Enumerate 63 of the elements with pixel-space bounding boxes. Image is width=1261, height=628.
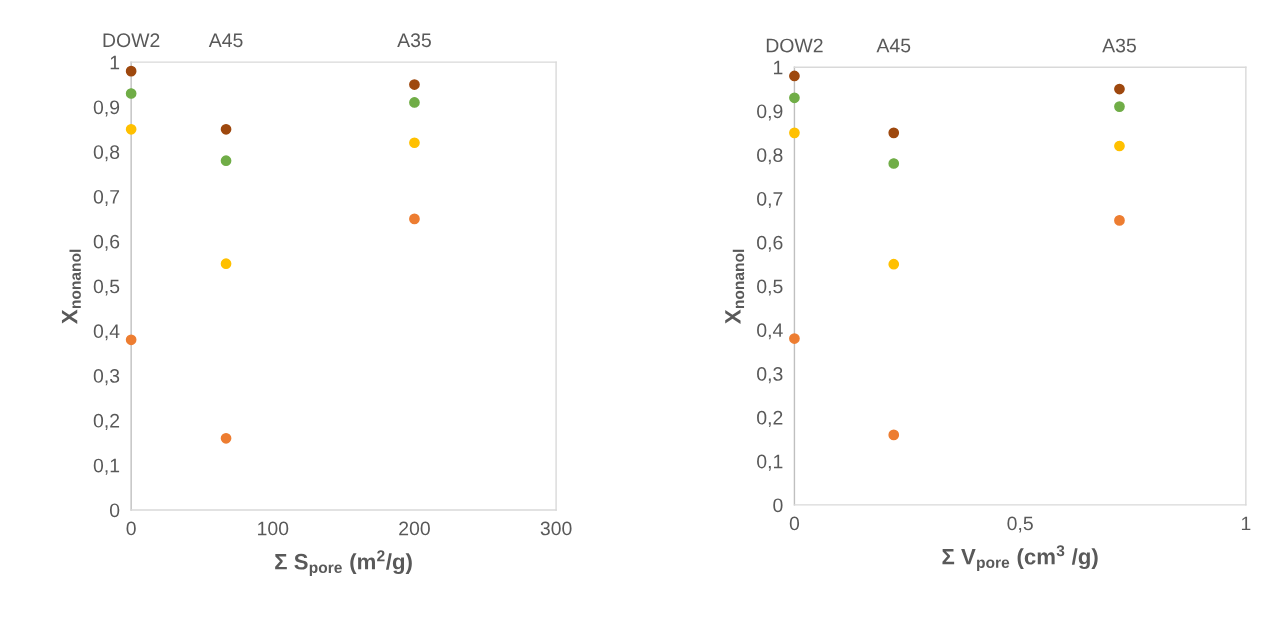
point bbox=[220, 155, 232, 167]
point bbox=[789, 333, 800, 344]
point bbox=[888, 429, 900, 441]
point bbox=[1114, 83, 1125, 95]
text: A45 bbox=[208, 33, 243, 48]
x-axis-title: Σ V$_{pore}$ (cm$^{3}$ /g) bbox=[942, 545, 1098, 572]
y-tick-label: 1 bbox=[773, 60, 783, 75]
point bbox=[789, 92, 800, 104]
y-axis-title: X$_{nonanol}$ bbox=[725, 249, 745, 324]
y-tick-label: 0,5 bbox=[93, 279, 120, 296]
y-tick-label: 0,8 bbox=[93, 145, 120, 162]
x-axis-title: Σ S$_{pore}$ (m$^{2}$/g) bbox=[275, 550, 412, 577]
x-tick-label: 1 bbox=[1241, 516, 1251, 531]
y-tick-label: 1 bbox=[110, 55, 120, 70]
y-tick-label: 0,2 bbox=[93, 413, 120, 430]
point bbox=[789, 127, 800, 139]
point bbox=[409, 79, 420, 90]
y-tick-label: 0,7 bbox=[93, 189, 120, 207]
point bbox=[888, 127, 900, 139]
text: A35 bbox=[1102, 38, 1136, 53]
point bbox=[1114, 101, 1125, 112]
y-tick-label: 0 bbox=[109, 503, 120, 518]
text: A35 bbox=[397, 33, 431, 48]
y-tick-label: 0,6 bbox=[757, 235, 783, 252]
point bbox=[125, 123, 137, 135]
y-tick-label: 0 bbox=[773, 498, 783, 513]
y-axis-title: X$_{nonanol}$ bbox=[61, 249, 81, 324]
y-tick-label: 0,9 bbox=[93, 100, 120, 117]
text: A45 bbox=[876, 38, 911, 53]
x-tick-label: 0 bbox=[789, 516, 800, 531]
x-tick-label: 100 bbox=[258, 521, 289, 536]
text: DOW2 bbox=[766, 38, 823, 53]
point bbox=[220, 432, 232, 444]
y-tick-label: 0,1 bbox=[93, 458, 120, 475]
point bbox=[125, 334, 137, 346]
point bbox=[789, 70, 800, 82]
y-tick-label: 0,2 bbox=[757, 410, 783, 427]
point bbox=[888, 158, 900, 169]
y-tick-label: 0,3 bbox=[757, 367, 783, 384]
point bbox=[409, 97, 420, 108]
x-tick-label: 200 bbox=[399, 521, 430, 536]
y-tick-label: 0,6 bbox=[93, 234, 120, 251]
point bbox=[125, 88, 137, 99]
point bbox=[220, 258, 232, 270]
point bbox=[1114, 215, 1125, 226]
y-tick-label: 0,9 bbox=[757, 104, 783, 121]
y-tick-label: 0,8 bbox=[757, 148, 783, 165]
y-tick-label: 0,5 bbox=[757, 279, 783, 296]
x-tick-label: 0,5 bbox=[1007, 516, 1033, 533]
y-tick-label: 0,4 bbox=[757, 323, 783, 340]
x-tick-label: 0 bbox=[126, 521, 136, 536]
y-tick-label: 0,4 bbox=[93, 324, 120, 341]
text: DOW2 bbox=[103, 33, 160, 48]
point bbox=[220, 123, 232, 135]
y-tick-label: 0,1 bbox=[757, 454, 783, 471]
point bbox=[409, 137, 420, 149]
y-tick-label: 0,7 bbox=[757, 191, 783, 209]
point bbox=[125, 65, 137, 77]
point bbox=[1114, 140, 1125, 152]
x-tick-label: 300 bbox=[540, 521, 572, 536]
point bbox=[888, 258, 900, 270]
point bbox=[409, 213, 420, 225]
y-tick-label: 0,3 bbox=[93, 369, 120, 386]
